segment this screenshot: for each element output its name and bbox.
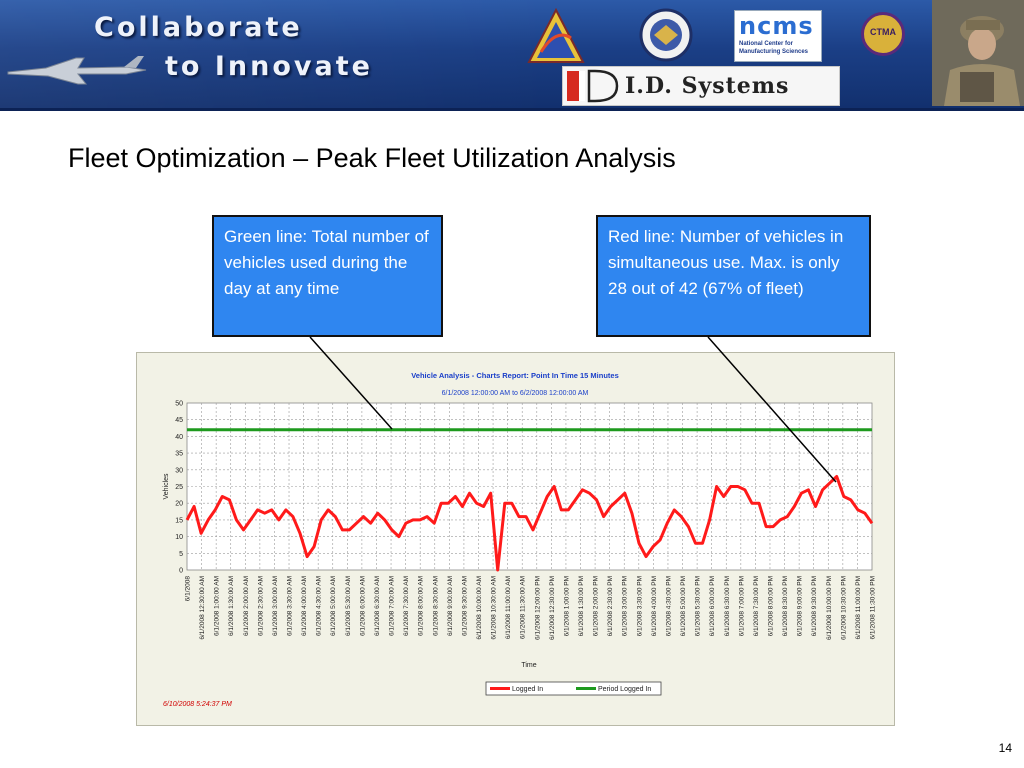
x-tick-label: 6/1/2008 3:30:00 AM	[287, 576, 294, 636]
x-tick-label: 6/1/2008 3:00:00 AM	[272, 576, 279, 636]
x-tick-label: 6/1/2008 9:00:00 AM	[447, 576, 454, 636]
dod-seal-icon	[639, 8, 693, 62]
x-tick-label: 6/1/2008 7:30:00 AM	[403, 576, 410, 636]
x-tick-label: 6/1/2008 8:30:00 AM	[432, 576, 439, 636]
y-tick-label: 20	[175, 501, 183, 508]
plot-area	[186, 402, 873, 571]
y-tick-label: 10	[175, 534, 183, 541]
legend-label: Logged In	[512, 686, 543, 693]
ncms-logo-text: ncms	[739, 12, 814, 40]
y-axis-label: Vehicles	[163, 473, 170, 500]
ncms-logo: ncms National Center for Manufacturing S…	[734, 10, 822, 62]
slide-title: Fleet Optimization – Peak Fleet Utilizat…	[68, 143, 676, 173]
x-tick-label: 6/1/2008 8:00:00 AM	[418, 576, 425, 636]
x-tick-label: 6/1/2008 4:30:00 PM	[665, 576, 672, 636]
x-tick-label: 6/1/2008 9:00:00 PM	[797, 576, 804, 636]
fighter-jet-icon	[7, 56, 147, 85]
chart-panel: Vehicle Analysis - Charts Report: Point …	[136, 352, 895, 726]
callout-green-line: Green line: Total number of vehicles use…	[212, 215, 443, 337]
x-tick-label: 6/1/2008 1:00:00 AM	[214, 576, 221, 636]
x-tick-label: 6/1/2008 2:30:00 PM	[607, 576, 614, 636]
y-tick-label: 5	[179, 551, 183, 558]
ncms-logo-subtitle-1: National Center for	[739, 41, 794, 47]
x-tick-label: 6/1/2008 10:30:00 AM	[491, 576, 498, 640]
x-tick-label: 6/1/2008 6:00:00 PM	[709, 576, 716, 636]
x-tick-label: 6/1/2008 8:00:00 PM	[767, 576, 774, 636]
y-tick-label: 35	[175, 451, 183, 458]
x-tick-label: 6/1/2008 9:30:00 AM	[461, 576, 468, 636]
x-tick-label: 6/1/2008 6:30:00 AM	[374, 576, 381, 636]
x-tick-label: 6/1/2008 6:00:00 AM	[359, 576, 366, 636]
banner-sky	[0, 0, 560, 108]
x-tick-label: 6/1/2008 7:30:00 PM	[753, 576, 760, 636]
chart-subtitle: 6/1/2008 12:00:00 AM to 6/2/2008 12:00:0…	[442, 390, 589, 397]
header-banner: Collaborate to Innovate ncms National Ce…	[0, 0, 1024, 111]
x-tick-label: 6/1/2008 11:30:00 PM	[870, 576, 877, 639]
ctma-logo-text: CTMA	[870, 27, 896, 37]
y-tick-label: 50	[175, 401, 183, 408]
brand-line-1: Collaborate	[94, 12, 303, 43]
x-tick-label: 6/1/2008 1:30:00 PM	[578, 576, 585, 636]
series-line-logged-in	[185, 475, 874, 572]
x-tick-label: 6/1/2008 11:30:00 AM	[520, 576, 527, 639]
vehicle-analysis-chart: Vehicle Analysis - Charts Report: Point …	[163, 371, 877, 696]
x-tick-label: 6/1/2008 9:30:00 PM	[811, 576, 818, 636]
x-tick-label: 6/1/2008 2:00:00 AM	[243, 576, 250, 636]
x-tick-label: 6/1/2008 5:30:00 PM	[695, 576, 702, 636]
x-tick-label: 6/1/2008 11:00:00 AM	[505, 576, 512, 639]
x-tick-label: 6/1/2008 5:00:00 AM	[330, 576, 337, 636]
x-tick-label: 6/1/2008 10:30:00 PM	[840, 576, 847, 640]
brand-line-2: to Innovate	[165, 51, 373, 82]
chart-title: Vehicle Analysis - Charts Report: Point …	[411, 371, 619, 380]
report-timestamp: 6/10/2008 5:24:37 PM	[163, 701, 232, 708]
ncms-logo-subtitle-2: Manufacturing Sciences	[739, 49, 809, 55]
x-tick-label: 6/1/2008 4:00:00 AM	[301, 576, 308, 636]
legend-label: Period Logged In	[598, 686, 651, 693]
x-tick-label: 6/1/2008 1:30:00 AM	[228, 576, 235, 636]
x-tick-label: 6/1/2008 12:30:00 AM	[199, 576, 206, 640]
x-tick-label: 6/1/2008 4:00:00 PM	[651, 576, 658, 636]
legend-box	[485, 681, 662, 696]
x-tick-label: 6/1/2008 10:00:00 PM	[826, 576, 833, 640]
y-tick-label: 0	[179, 568, 183, 575]
x-tick-label: 6/1/2008 10:00:00 AM	[476, 576, 483, 640]
x-tick-label: 6/1/2008 11:00:00 PM	[855, 576, 862, 639]
id-systems-logo-text: I.D. Systems	[625, 73, 790, 99]
x-tick-label: 6/1/2008 2:30:00 AM	[257, 576, 264, 636]
x-tick-label: 6/1/2008 3:00:00 PM	[622, 576, 629, 636]
y-tick-label: 45	[175, 417, 183, 424]
x-tick-label: 6/1/2008 4:30:00 AM	[316, 576, 323, 636]
id-systems-logo: I.D. Systems	[562, 66, 840, 106]
x-axis-label: Time	[521, 662, 536, 669]
x-tick-label: 6/1/2008 2:00:00 PM	[593, 576, 600, 636]
x-tick-label: 6/1/2008 6:30:00 PM	[724, 576, 731, 636]
page-number: 14	[998, 741, 1012, 755]
x-tick-label: 6/1/2008 1:00:00 PM	[563, 576, 570, 636]
x-tick-label: 6/1/2008 5:00:00 PM	[680, 576, 687, 636]
id-systems-mark-icon	[567, 69, 619, 103]
callout-red-line: Red line: Number of vehicles in simultan…	[596, 215, 871, 337]
y-tick-label: 25	[175, 484, 183, 491]
x-tick-label: 6/1/2008 3:30:00 PM	[636, 576, 643, 636]
x-tick-label: 6/1/2008 7:00:00 AM	[389, 576, 396, 636]
ctma-logo: CTMA	[861, 12, 905, 56]
x-tick-label: 6/1/2008	[185, 576, 192, 602]
y-tick-label: 40	[175, 434, 183, 441]
y-tick-label: 30	[175, 467, 183, 474]
x-tick-label: 6/1/2008 8:30:00 PM	[782, 576, 789, 636]
soldier-photo-icon	[932, 0, 1024, 106]
x-tick-label: 6/1/2008 12:30:00 PM	[549, 576, 556, 640]
x-tick-label: 6/1/2008 5:30:00 AM	[345, 576, 352, 636]
triangle-emblem-icon	[527, 8, 585, 63]
y-tick-label: 15	[175, 517, 183, 524]
x-tick-label: 6/1/2008 12:00:00 PM	[534, 576, 541, 640]
x-tick-label: 6/1/2008 7:00:00 PM	[738, 576, 745, 636]
